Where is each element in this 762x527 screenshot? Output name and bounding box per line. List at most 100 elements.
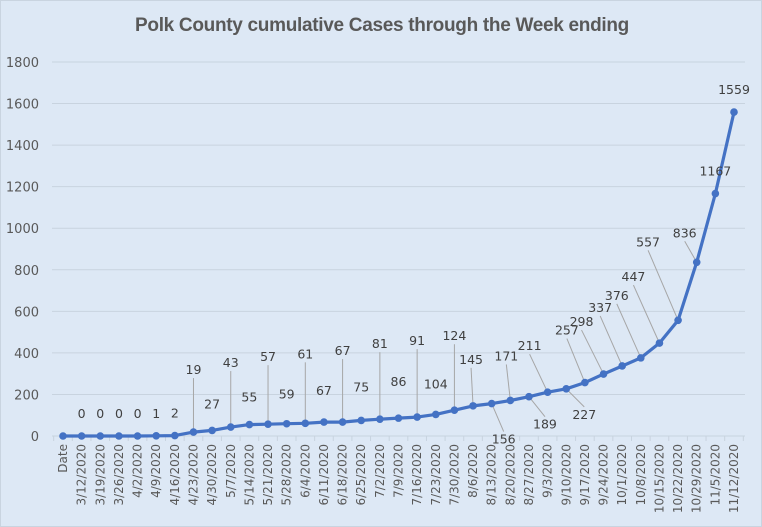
x-tick-label: 7/9/2020 (392, 444, 406, 498)
data-point (301, 419, 310, 428)
data-label: 91 (409, 333, 425, 348)
data-point (711, 189, 720, 198)
data-label: 59 (279, 387, 295, 402)
data-label: 171 (494, 348, 518, 363)
data-label: 376 (605, 288, 629, 303)
x-tick-label: 10/29/2020 (690, 444, 704, 513)
data-point (96, 432, 105, 440)
x-tick-label: 6/18/2020 (336, 444, 350, 506)
data-labels: 0 0 0 0 1 21927435557596167677581869110412414… (78, 82, 750, 447)
x-tick-label: 5/21/2020 (261, 444, 275, 506)
data-point (152, 431, 160, 440)
data-label: 19 (186, 362, 202, 377)
data-label: 447 (622, 269, 646, 284)
x-tick-label: 7/16/2020 (410, 444, 424, 506)
x-tick-label: 4/16/2020 (168, 444, 182, 506)
x-tick-label: 6/11/2020 (317, 444, 331, 506)
x-tick-label: 4/23/2020 (186, 444, 200, 506)
data-point (692, 258, 701, 267)
x-tick-label: 8/6/2020 (466, 444, 480, 498)
data-point (357, 416, 366, 425)
y-tick-label: 1800 (6, 56, 39, 71)
data-label: 156 (492, 432, 516, 447)
leader-line (599, 315, 623, 367)
x-axis: Date 3/12/2020 3/19/2020 3/26/2020 4/2/2020 4… (53, 436, 744, 513)
x-tick-label: 9/10/2020 (559, 444, 573, 506)
data-point (264, 420, 272, 428)
x-tick-label: 4/2/2020 (131, 444, 145, 498)
x-tick-label: 9/3/2020 (541, 444, 555, 498)
data-point (431, 410, 440, 419)
x-tick-label: 4/30/2020 (205, 444, 219, 506)
data-label: 298 (570, 314, 594, 329)
data-label: 61 (297, 346, 313, 361)
data-point (115, 432, 123, 440)
data-point (338, 418, 347, 426)
data-label: 57 (260, 349, 276, 364)
data-point (226, 423, 235, 431)
y-tick-label: 200 (14, 388, 39, 403)
data-label: 104 (424, 376, 448, 391)
data-point (320, 418, 328, 426)
data-point (189, 428, 198, 436)
y-tick-label: 400 (14, 347, 39, 362)
leader-line (616, 303, 642, 359)
data-point (245, 420, 254, 429)
data-label: 0 (115, 406, 123, 421)
x-tick-label: 11/12/2020 (727, 444, 741, 513)
leader-line (581, 329, 604, 375)
data-point (59, 432, 67, 440)
data-point (730, 108, 738, 116)
y-tick-label: 800 (14, 264, 39, 279)
data-label: 0 (78, 406, 86, 421)
x-tick-label: 9/17/2020 (578, 444, 592, 506)
data-label: 55 (241, 390, 257, 405)
x-tick-label: 7/2/2020 (373, 444, 387, 498)
x-tick-label: 8/27/2020 (522, 444, 536, 506)
data-label: 836 (673, 225, 697, 240)
data-point (562, 385, 571, 393)
data-label: 337 (588, 300, 612, 315)
x-tick-label: 10/8/2020 (634, 444, 648, 506)
leader-line (528, 396, 546, 418)
data-point (469, 402, 477, 410)
data-point (394, 414, 403, 422)
series-cumulative-cases (59, 108, 738, 440)
data-label: 1559 (718, 82, 750, 97)
data-label: 211 (518, 338, 542, 353)
x-tick-label: 5/7/2020 (224, 444, 238, 498)
data-label: 124 (442, 328, 466, 343)
data-label: 145 (459, 352, 483, 367)
x-tick-label: 5/28/2020 (280, 444, 294, 506)
leader-line (565, 388, 585, 408)
data-label: 67 (316, 383, 332, 398)
x-tick-label: 10/22/2020 (671, 444, 685, 513)
x-tick-label: 8/20/2020 (503, 444, 517, 506)
data-point (581, 378, 589, 387)
data-label: 43 (223, 355, 239, 370)
leader-line (684, 241, 698, 263)
data-point (77, 432, 86, 440)
data-label: 257 (555, 323, 579, 338)
data-label: 1167 (699, 164, 731, 179)
data-label: 27 (204, 396, 220, 411)
y-tick-label: 1400 (6, 139, 39, 154)
y-axis: 0 200 400 600 800 1000 1200 1400 1600 1800 (6, 56, 39, 445)
data-point (208, 426, 216, 435)
data-label: 557 (636, 234, 660, 249)
leader-line (470, 367, 474, 406)
x-tick-label: 6/4/2020 (298, 444, 312, 498)
data-point (525, 392, 533, 401)
y-tick-label: 0 (31, 430, 39, 445)
data-point (599, 370, 608, 378)
data-point (487, 399, 496, 408)
leader-line (529, 353, 549, 393)
x-tick-label: 3/19/2020 (93, 444, 107, 506)
x-tick-label: 3/12/2020 (75, 444, 89, 506)
x-tick-label: 3/26/2020 (112, 444, 126, 506)
data-point (637, 354, 645, 362)
x-tick-label: 6/25/2020 (354, 444, 368, 506)
chart-title: Polk County cumulative Cases through the… (135, 15, 629, 36)
